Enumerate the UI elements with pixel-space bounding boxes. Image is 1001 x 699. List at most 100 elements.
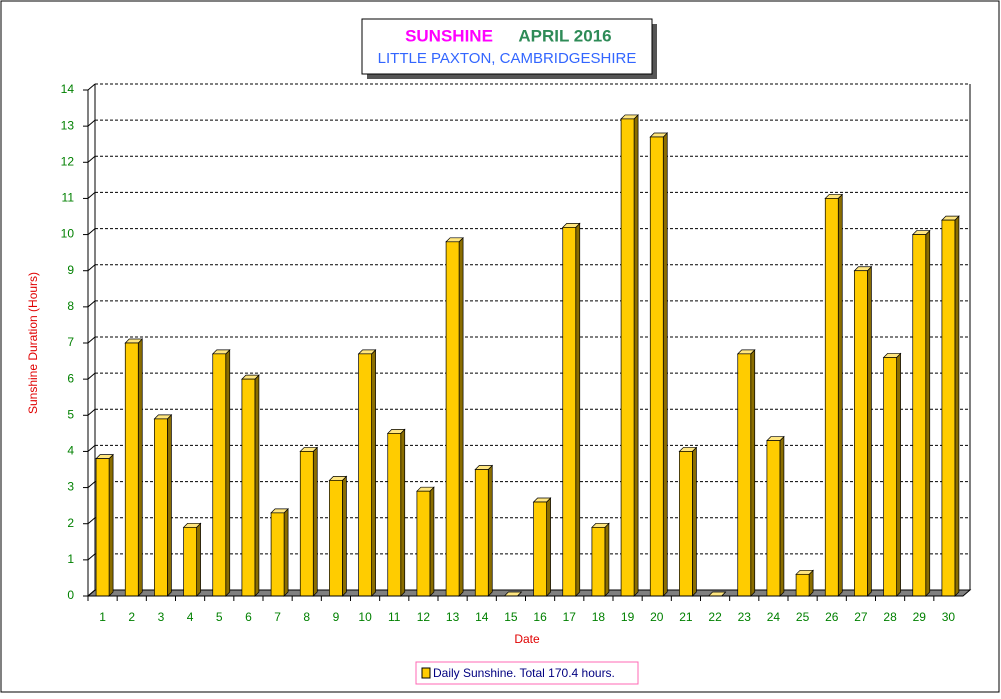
depth-line xyxy=(87,517,96,525)
x-tick-label: 11 xyxy=(388,610,401,624)
x-tick-label: 22 xyxy=(708,610,722,624)
bar-side xyxy=(312,446,318,597)
x-tick-label: 21 xyxy=(679,610,693,624)
bar-side xyxy=(779,435,785,597)
legend-label: Daily Sunshine. Total 170.4 hours. xyxy=(433,666,615,680)
bar-side xyxy=(954,215,960,597)
x-tick-label: 12 xyxy=(417,610,431,624)
bar-side xyxy=(867,265,872,597)
bar-side xyxy=(254,374,260,597)
x-tick-label: 30 xyxy=(942,610,956,624)
bar xyxy=(329,479,343,597)
x-tick-label: 13 xyxy=(446,610,460,624)
x-tick-label: 1 xyxy=(99,610,106,624)
y-tick-label: 7 xyxy=(67,335,74,349)
bar xyxy=(883,357,897,597)
bar-side xyxy=(429,486,435,597)
bar xyxy=(562,226,577,597)
y-tick-label: 9 xyxy=(67,263,74,277)
depth-line xyxy=(87,372,96,380)
legend-box xyxy=(415,661,639,685)
chart-subtitle: LITTLE PAXTON, CAMBRIDGESHIRE xyxy=(378,50,637,67)
x-tick-label: 20 xyxy=(650,610,664,624)
x-tick-label: 2 xyxy=(128,610,135,624)
bar-side xyxy=(546,497,551,597)
bar-side xyxy=(604,522,610,597)
bar-side xyxy=(225,348,231,597)
legend-swatch xyxy=(421,667,431,679)
depth-line xyxy=(87,481,96,488)
depth-line xyxy=(87,83,96,91)
bar-side xyxy=(662,132,668,597)
x-tick-label: 27 xyxy=(854,610,868,624)
bar xyxy=(737,353,752,597)
bar xyxy=(679,451,693,597)
y-tick-label: 13 xyxy=(61,118,75,132)
depth-line xyxy=(87,445,96,452)
bar xyxy=(124,342,139,597)
bar xyxy=(824,198,839,597)
bar-side xyxy=(400,428,406,597)
bar-side xyxy=(108,453,114,597)
x-tick-label: 7 xyxy=(274,610,281,624)
x-tick-label: 5 xyxy=(216,610,223,624)
x-tick-label: 29 xyxy=(913,610,927,624)
bar xyxy=(270,512,285,597)
chart-title: APRIL 2016 xyxy=(518,26,611,45)
bar xyxy=(387,433,402,597)
depth-line xyxy=(87,336,96,344)
bar xyxy=(241,378,256,597)
y-tick-label: 1 xyxy=(67,552,74,566)
bar-side xyxy=(575,222,581,597)
title-box xyxy=(361,18,653,75)
y-tick-label: 4 xyxy=(67,444,74,458)
y-tick-label: 14 xyxy=(61,82,75,96)
chart-title: SUNSHINE xyxy=(405,26,493,45)
bar-side xyxy=(487,464,493,597)
y-tick-label: 11 xyxy=(62,191,75,205)
bar xyxy=(474,469,489,597)
y-tick-label: 3 xyxy=(67,480,74,494)
bar xyxy=(183,526,197,597)
depth-line xyxy=(87,264,96,272)
bar xyxy=(912,234,927,597)
y-tick-label: 10 xyxy=(61,227,75,241)
depth-line xyxy=(87,228,96,235)
bar xyxy=(358,353,372,597)
depth-line xyxy=(87,300,96,308)
x-tick-label: 4 xyxy=(187,610,194,624)
bar xyxy=(299,451,314,597)
bar-side xyxy=(458,236,464,597)
bar xyxy=(533,501,547,597)
x-axis-label: Date xyxy=(514,632,540,646)
bar xyxy=(854,270,868,597)
bar xyxy=(620,118,635,597)
x-tick-label: 23 xyxy=(738,610,752,624)
bar xyxy=(766,440,781,597)
bar-side xyxy=(137,338,143,597)
bar-side xyxy=(633,114,639,597)
bar-side xyxy=(371,348,376,597)
bar-side xyxy=(925,229,931,597)
y-tick-label: 6 xyxy=(67,371,74,385)
bar xyxy=(416,490,431,597)
bar xyxy=(445,241,460,597)
y-tick-label: 8 xyxy=(67,299,74,313)
x-tick-label: 14 xyxy=(475,610,489,624)
bar xyxy=(212,353,227,597)
x-tick-label: 19 xyxy=(621,610,635,624)
depth-line xyxy=(87,155,96,163)
x-tick-label: 26 xyxy=(825,610,839,624)
bar xyxy=(591,526,606,597)
x-tick-label: 18 xyxy=(592,610,606,624)
x-tick-label: 8 xyxy=(303,610,310,624)
x-tick-label: 6 xyxy=(245,610,252,624)
depth-line xyxy=(87,192,96,199)
x-tick-label: 28 xyxy=(883,610,897,624)
bar xyxy=(95,458,110,597)
x-tick-label: 24 xyxy=(767,610,781,624)
bar xyxy=(154,418,168,597)
depth-line xyxy=(87,408,96,416)
bar xyxy=(941,219,956,597)
